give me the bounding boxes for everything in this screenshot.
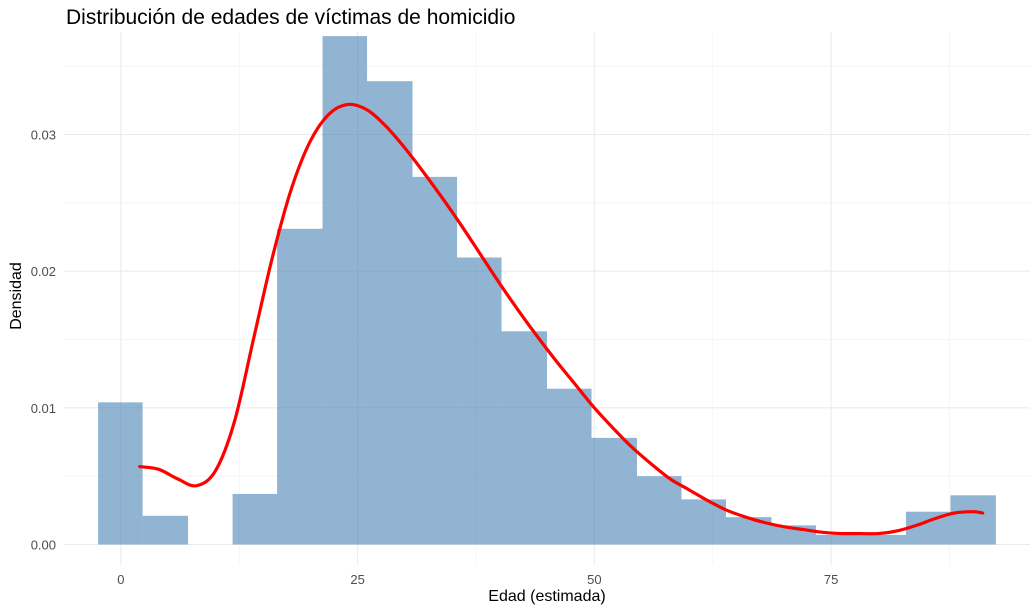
x-tick-label: 50 [587,572,601,587]
y-tick-label: 0.00 [31,538,56,553]
histogram-bar [636,476,682,545]
tick-labels: 0 25 50 75 0.00 0.01 0.02 0.03 [31,128,839,588]
y-tick-label: 0.01 [31,401,56,416]
chart-title: Distribución de edades de víctimas de ho… [66,6,515,29]
histogram-bar [591,437,637,545]
histogram-bar [815,534,862,545]
y-axis-title: Densidad [8,262,25,330]
histogram-bar [501,331,547,545]
histogram-bar [277,228,323,545]
histogram-bar [322,36,368,545]
y-tick-label: 0.02 [31,264,56,279]
histogram-bar [547,388,592,545]
density-curve-layer [138,102,985,536]
x-tick-label: 25 [350,572,364,587]
histogram-bar [98,402,143,545]
histogram-bar [412,176,458,545]
density-curve [138,102,985,536]
histogram-bar [142,515,189,545]
histogram-bars [98,36,996,545]
x-axis-title: Edad (estimada) [488,588,605,605]
y-tick-label: 0.03 [31,128,56,143]
histogram-bar [861,534,906,545]
histogram-bar [457,257,502,545]
histogram-bar [367,81,413,545]
x-tick-label: 0 [117,572,124,587]
histogram-bar [950,495,996,545]
histogram-bar [232,493,278,545]
x-tick-label: 75 [824,572,838,587]
